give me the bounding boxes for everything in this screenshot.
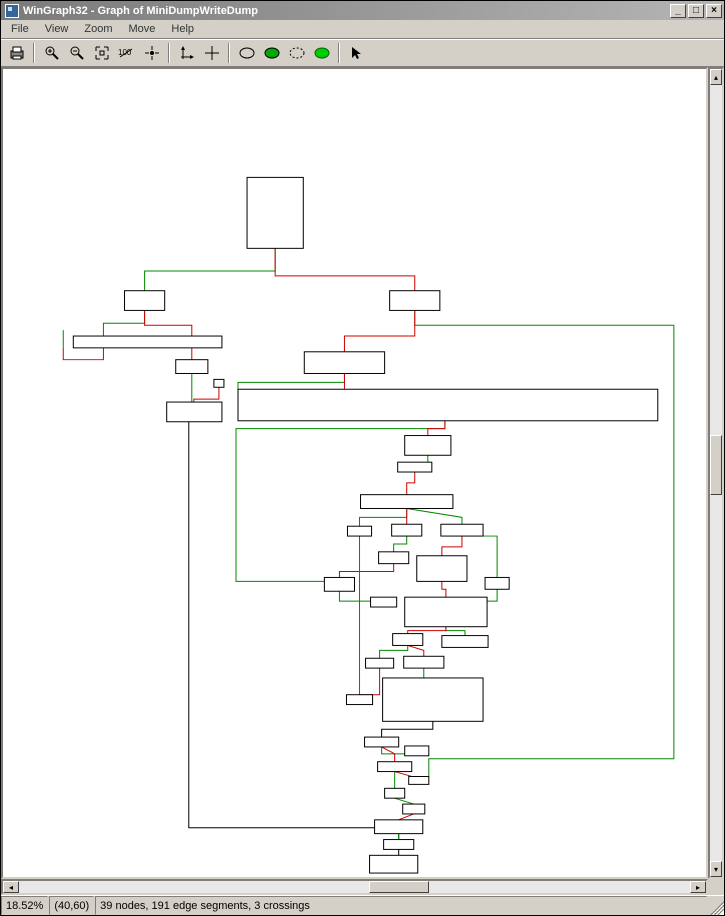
minimize-button[interactable]: _	[670, 4, 686, 18]
menu-move[interactable]: Move	[121, 21, 164, 37]
scroll-left-icon[interactable]: ◂	[3, 881, 19, 893]
zoom-100-icon[interactable]: 100	[115, 42, 138, 64]
svg-text:100: 100	[118, 48, 132, 57]
toolbar-separator	[228, 43, 230, 63]
ellipse-outline-icon[interactable]	[235, 42, 258, 64]
vscroll-thumb[interactable]	[710, 435, 722, 495]
status-bar: 18.52% (40,60) 39 nodes, 191 edge segmen…	[1, 895, 724, 915]
ellipse-green-icon[interactable]	[310, 42, 333, 64]
fit-window-icon[interactable]	[90, 42, 113, 64]
maximize-glyph: □	[693, 5, 699, 16]
print-icon[interactable]	[5, 42, 28, 64]
close-glyph: ×	[711, 5, 717, 16]
resize-grip[interactable]	[708, 896, 724, 915]
vertical-scrollbar[interactable]: ▴ ▾	[708, 67, 724, 879]
status-info: 39 nodes, 191 edge segments, 3 crossings	[95, 896, 707, 915]
graph-svg	[3, 69, 706, 877]
zoom-in-icon[interactable]	[40, 42, 63, 64]
menu-help[interactable]: Help	[163, 21, 202, 37]
menu-bar: File View Zoom Move Help	[1, 20, 724, 39]
status-zoom: 18.52%	[1, 896, 48, 915]
graph-canvas[interactable]	[1, 67, 708, 879]
ellipse-dashed-icon[interactable]	[285, 42, 308, 64]
toolbar-separator	[33, 43, 35, 63]
window-title: WinGraph32 - Graph of MiniDumpWriteDump	[23, 5, 668, 17]
work-area: ▴ ▾ ◂ ▸	[1, 67, 724, 895]
pointer-icon[interactable]	[345, 42, 368, 64]
scroll-up-icon[interactable]: ▴	[710, 69, 722, 85]
menu-file[interactable]: File	[3, 21, 37, 37]
center-icon[interactable]	[140, 42, 163, 64]
hscroll-thumb[interactable]	[369, 881, 429, 893]
status-coords: (40,60)	[49, 896, 94, 915]
app-icon	[5, 4, 19, 18]
minimize-glyph: _	[675, 5, 681, 16]
crosshair-icon[interactable]	[200, 42, 223, 64]
ellipse-fill-icon[interactable]	[260, 42, 283, 64]
vscroll-track[interactable]	[710, 85, 722, 861]
title-bar: WinGraph32 - Graph of MiniDumpWriteDump …	[1, 1, 724, 20]
toolbar: 100	[1, 39, 724, 67]
origin-icon[interactable]	[175, 42, 198, 64]
close-button[interactable]: ×	[706, 4, 722, 18]
maximize-button[interactable]: □	[688, 4, 704, 18]
scroll-down-icon[interactable]: ▾	[710, 861, 722, 877]
menu-zoom[interactable]: Zoom	[76, 21, 120, 37]
menu-view[interactable]: View	[37, 21, 77, 37]
scroll-right-icon[interactable]: ▸	[690, 881, 706, 893]
toolbar-separator	[338, 43, 340, 63]
scroll-corner	[708, 879, 724, 895]
hscroll-track[interactable]	[19, 881, 690, 893]
toolbar-separator	[168, 43, 170, 63]
horizontal-scrollbar[interactable]: ◂ ▸	[1, 879, 708, 895]
zoom-out-icon[interactable]	[65, 42, 88, 64]
